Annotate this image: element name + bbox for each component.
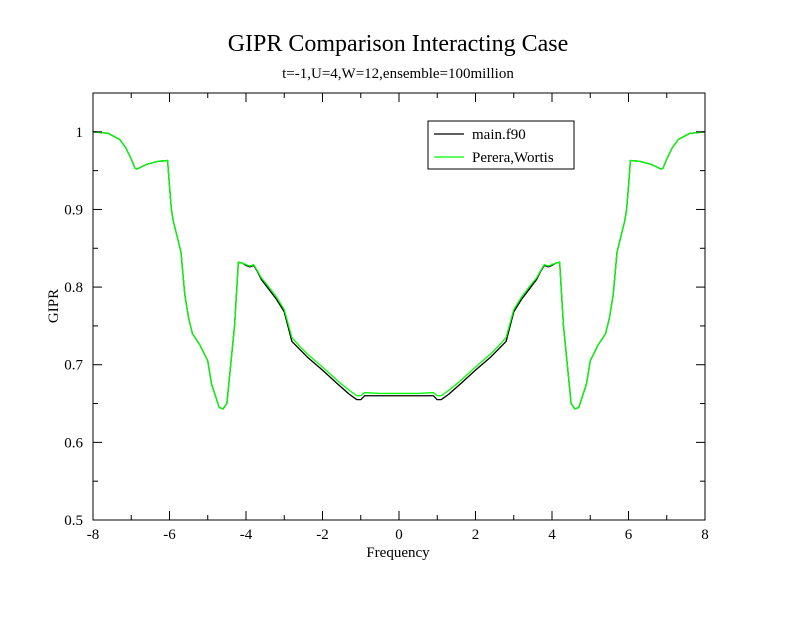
x-tick-label: -6 — [163, 527, 176, 543]
x-tick-label: 8 — [701, 527, 709, 543]
x-axis-label: Frequency — [366, 545, 430, 561]
x-tick-label: 0 — [395, 527, 403, 543]
y-tick-label: 0.8 — [64, 280, 83, 296]
y-tick-label: 0.6 — [64, 435, 83, 451]
y-tick-label: 0.5 — [64, 513, 83, 529]
y-tick-label: 1 — [76, 125, 84, 141]
x-tick-label: -8 — [87, 527, 100, 543]
y-tick-label: 0.7 — [64, 358, 83, 374]
axis-layer: -8 -6 -4 -2 0 2 4 6 8 0.5 0.6 0.7 0.8 0.9 1 — [64, 92, 709, 543]
legend: main.f90 Perera,Wortis — [427, 120, 575, 170]
series-layer — [92, 131, 706, 410]
y-axis-label: GIPR — [46, 289, 62, 323]
legend-box — [427, 120, 575, 170]
y-tick-label: 0.9 — [64, 202, 83, 218]
x-tick-label: -4 — [240, 527, 253, 543]
x-tick-label: 4 — [548, 527, 556, 543]
chart-subtitle: t=-1,U=4,W=12,ensemble=100million — [282, 66, 514, 82]
x-tick-label: 2 — [472, 527, 480, 543]
legend-label-main-f90: main.f90 — [472, 127, 526, 143]
x-tick-label: 6 — [625, 527, 633, 543]
x-tick-label: -2 — [316, 527, 329, 543]
chart-title: GIPR Comparison Interacting Case — [228, 31, 569, 57]
legend-label-perera-wortis: Perera,Wortis — [472, 150, 554, 166]
series-line-perera-wortis — [92, 131, 706, 410]
